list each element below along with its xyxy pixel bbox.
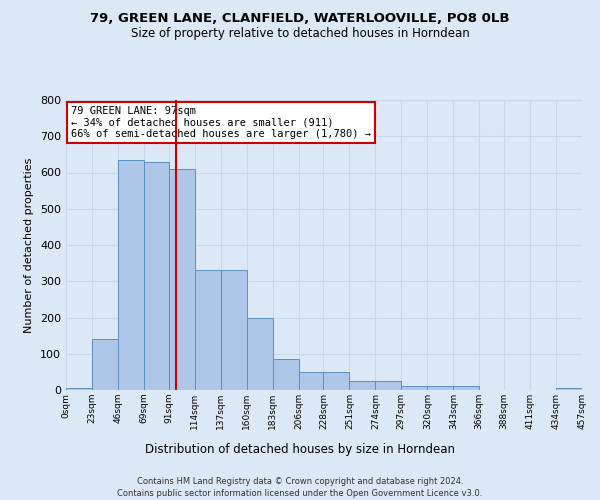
Bar <box>349 381 376 390</box>
Text: Size of property relative to detached houses in Horndean: Size of property relative to detached ho… <box>131 28 469 40</box>
Bar <box>221 270 247 390</box>
Bar <box>66 388 92 390</box>
Bar <box>427 386 453 390</box>
Bar <box>169 169 195 390</box>
Bar <box>299 372 323 390</box>
Bar <box>247 318 272 390</box>
Text: 79 GREEN LANE: 97sqm
← 34% of detached houses are smaller (911)
66% of semi-deta: 79 GREEN LANE: 97sqm ← 34% of detached h… <box>71 106 371 139</box>
Bar <box>376 381 401 390</box>
Bar <box>118 160 144 390</box>
Text: Contains public sector information licensed under the Open Government Licence v3: Contains public sector information licen… <box>118 489 482 498</box>
Text: Distribution of detached houses by size in Horndean: Distribution of detached houses by size … <box>145 442 455 456</box>
Bar <box>323 372 349 390</box>
Bar <box>144 162 169 390</box>
Bar <box>272 359 299 390</box>
Text: Contains HM Land Registry data © Crown copyright and database right 2024.: Contains HM Land Registry data © Crown c… <box>137 478 463 486</box>
Bar <box>195 270 221 390</box>
Y-axis label: Number of detached properties: Number of detached properties <box>25 158 34 332</box>
Bar <box>92 339 118 390</box>
Text: 79, GREEN LANE, CLANFIELD, WATERLOOVILLE, PO8 0LB: 79, GREEN LANE, CLANFIELD, WATERLOOVILLE… <box>90 12 510 26</box>
Bar <box>556 388 582 390</box>
Bar <box>401 386 427 390</box>
Bar <box>453 386 479 390</box>
